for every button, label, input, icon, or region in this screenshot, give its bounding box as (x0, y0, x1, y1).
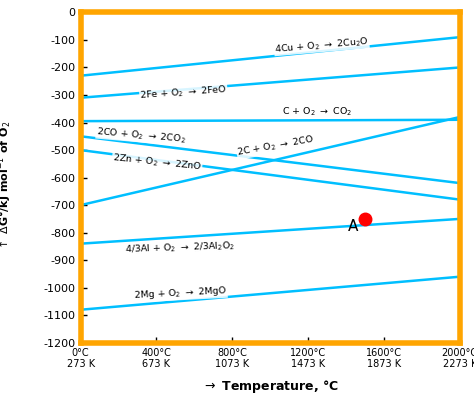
Text: A: A (348, 219, 358, 234)
Text: 2Fe + O$_2$ $\rightarrow$ 2FeO: 2Fe + O$_2$ $\rightarrow$ 2FeO (139, 83, 228, 102)
Text: 2C + O$_2$ $\rightarrow$ 2CO: 2C + O$_2$ $\rightarrow$ 2CO (236, 133, 315, 159)
X-axis label: $\rightarrow$ Temperature, °C: $\rightarrow$ Temperature, °C (201, 377, 339, 394)
Text: 4/3Al + O$_2$ $\rightarrow$ 2/3Al$_2$O$_2$: 4/3Al + O$_2$ $\rightarrow$ 2/3Al$_2$O$_… (124, 240, 235, 256)
Text: $\uparrow$ $\Delta$G°/kJ mol$^{-1}$ of O$_2$: $\uparrow$ $\Delta$G°/kJ mol$^{-1}$ of O… (0, 121, 14, 251)
Text: 2CO + O$_2$ $\rightarrow$ 2CO$_2$: 2CO + O$_2$ $\rightarrow$ 2CO$_2$ (96, 126, 186, 146)
Text: 2Zn + O$_2$ $\rightarrow$ 2ZnO: 2Zn + O$_2$ $\rightarrow$ 2ZnO (112, 152, 202, 173)
Text: 4Cu + O$_2$ $\rightarrow$ 2Cu$_2$O: 4Cu + O$_2$ $\rightarrow$ 2Cu$_2$O (274, 35, 369, 56)
Text: C + O$_2$ $\rightarrow$ CO$_2$: C + O$_2$ $\rightarrow$ CO$_2$ (282, 106, 352, 118)
Text: 2Mg + O$_2$ $\rightarrow$ 2MgO: 2Mg + O$_2$ $\rightarrow$ 2MgO (134, 284, 228, 302)
